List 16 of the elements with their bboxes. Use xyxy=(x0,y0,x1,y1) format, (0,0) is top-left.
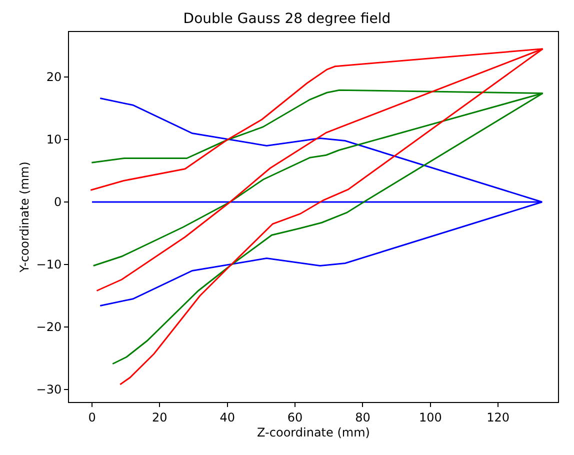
x-tick-label: 80 xyxy=(355,410,370,424)
y-tick-label: −20 xyxy=(36,320,62,334)
y-tick-label: 0 xyxy=(54,195,62,210)
x-axis-title: Z-coordinate (mm) xyxy=(257,425,370,440)
y-tick-label: 20 xyxy=(46,70,62,84)
x-tick-label: 40 xyxy=(220,410,236,424)
x-tick-label: 100 xyxy=(418,410,442,424)
y-axis-title: Y-coordinate (mm) xyxy=(18,162,32,274)
y-tick-label: −10 xyxy=(36,258,62,272)
x-tick-label: 120 xyxy=(486,410,510,424)
chart-title: Double Gauss 28 degree field xyxy=(183,10,391,27)
x-tick-label: 0 xyxy=(88,410,96,424)
y-tick-label: 10 xyxy=(46,132,62,147)
x-tick-label: 20 xyxy=(152,410,168,424)
y-tick-label: −30 xyxy=(36,382,62,397)
x-tick-label: 60 xyxy=(287,410,303,424)
